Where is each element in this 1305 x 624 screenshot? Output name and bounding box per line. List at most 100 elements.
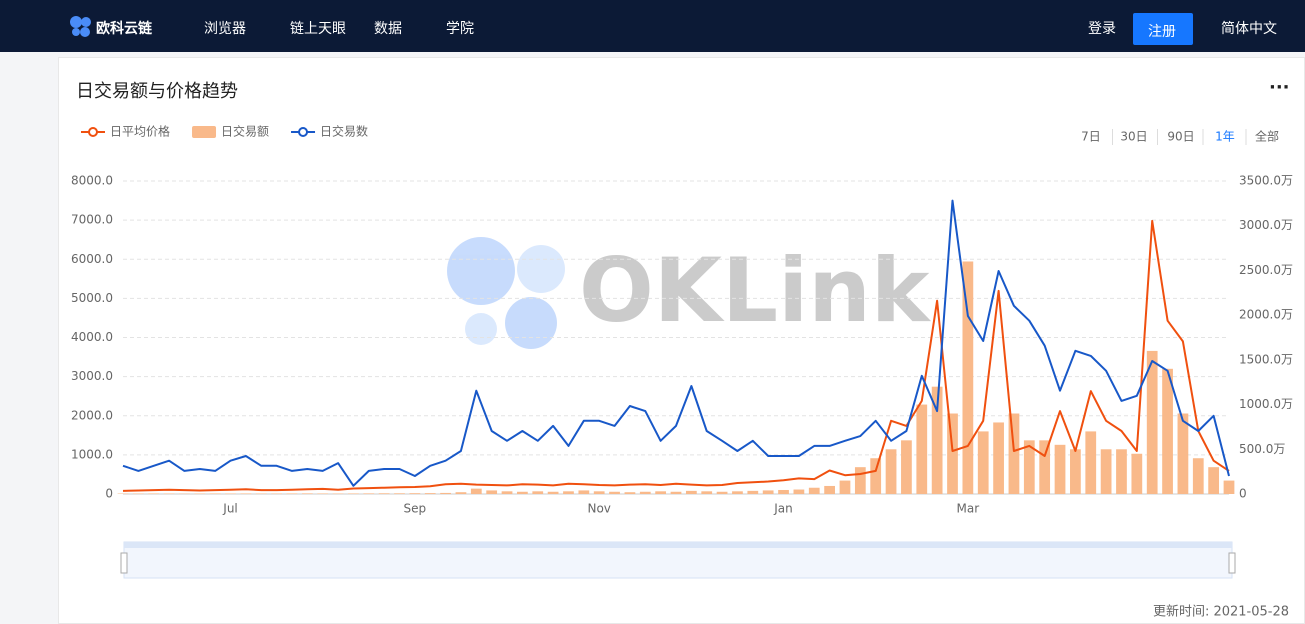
bar [808,487,820,494]
watermark-text: OKLink [579,239,932,342]
bar [1085,431,1097,494]
bar [240,493,252,494]
menu-item[interactable]: 学院 [446,21,474,37]
more-menu[interactable]: ··· [1269,77,1290,98]
bar [1116,449,1127,494]
zoom-handle[interactable] [120,552,128,574]
bar [1039,440,1051,494]
chart: OKLink 日交易额与价格趋势 ··· 更新时间: 2021-05-28 0 1… [71,77,1293,620]
legend-marker [192,126,217,138]
legend-label[interactable]: 日平均价格 [110,124,170,139]
legend-marker [298,127,309,137]
legend-label[interactable]: 日交易额 [221,124,269,139]
y2-tick-label: 3500.0万 [1239,174,1293,188]
y2-tick-label: 3000.0万 [1239,218,1293,232]
bar [1100,449,1112,494]
bar [716,491,728,494]
zoom-bar[interactable] [124,542,1232,548]
line [122,219,1230,492]
bar [685,490,697,494]
bar [1008,413,1020,494]
bar [394,493,405,494]
bar [1177,413,1189,494]
x-tick-label: Jul [222,502,237,516]
bar [1208,467,1220,494]
bar [870,458,882,494]
bar [363,493,375,494]
bar [947,413,958,494]
bar [317,493,329,494]
bar [793,489,805,494]
menu-item[interactable]: 链上天眼 [290,21,346,37]
bar [977,431,989,494]
menu-item[interactable]: 数据 [374,21,402,37]
bar [916,404,928,494]
bar [470,488,482,494]
y2-tick-label: 2000.0万 [1239,308,1293,322]
bar [962,261,974,494]
bar [286,493,298,494]
chart-title: 日交易额与价格趋势 [76,81,238,102]
y2-tick-label: 1500.0万 [1239,352,1293,366]
range-button[interactable]: 90日 [1167,130,1194,144]
bar [885,449,897,494]
y2-tick-label: 2500.0万 [1239,263,1293,277]
bar [547,491,559,494]
y-tick-label: 2000.0 [71,408,113,422]
range-button[interactable]: 1年 [1215,130,1235,144]
bar [670,491,682,494]
range-button[interactable]: 全部 [1255,129,1279,144]
y2-tick-label: 0 [1239,487,1247,501]
legend-label[interactable]: 日交易数 [320,124,368,139]
bar [993,422,1004,494]
line [122,199,1230,487]
login-link[interactable]: 登录 [1088,21,1116,37]
bar [824,485,835,494]
bar [1223,480,1235,494]
bar [486,490,498,494]
range-button[interactable]: 30日 [1120,130,1147,144]
y2-tick-label: 500.0万 [1239,442,1285,456]
logo-text[interactable]: 欧科云链 [96,21,152,37]
bar [732,491,743,494]
bar [348,493,359,494]
language-select[interactable]: 简体中文 [1221,21,1277,37]
x-tick-label: Nov [587,502,610,516]
bar [701,491,713,494]
bar [762,490,774,494]
bar [1162,368,1173,494]
bar [778,489,789,494]
bar [424,493,436,494]
bar [209,493,221,494]
bar [593,491,605,494]
bar [1070,449,1081,494]
bar [455,492,467,494]
menu-item[interactable]: 浏览器 [204,21,246,37]
bar [1146,350,1158,494]
bar [639,491,651,494]
y-tick-label: 0 [105,487,113,501]
bar [655,491,667,494]
x-tick-label: Sep [404,502,427,516]
bar [839,480,851,494]
bar [1023,440,1035,494]
legend-marker [88,127,98,137]
y-tick-label: 1000.0 [71,447,113,461]
y-tick-label: 8000.0 [71,174,113,188]
bar [378,493,390,494]
y-tick-label: 4000.0 [71,330,113,344]
nav-bar: 欧科云链 浏览器 链上天眼 数据 学院 登录 注册 简体中文 [0,0,1305,52]
x-tick-label: Jan [773,502,793,516]
zoom-handle[interactable] [1228,552,1236,574]
bar [1054,444,1066,494]
y-tick-label: 6000.0 [71,252,113,266]
bar [624,492,636,494]
y-tick-label: 5000.0 [71,291,113,305]
range-button[interactable]: 7日 [1081,130,1101,144]
bar [1131,453,1143,494]
bar [609,491,620,494]
bar [1192,458,1204,494]
bar [301,493,313,494]
register-button[interactable]: 注册 [1133,13,1193,45]
